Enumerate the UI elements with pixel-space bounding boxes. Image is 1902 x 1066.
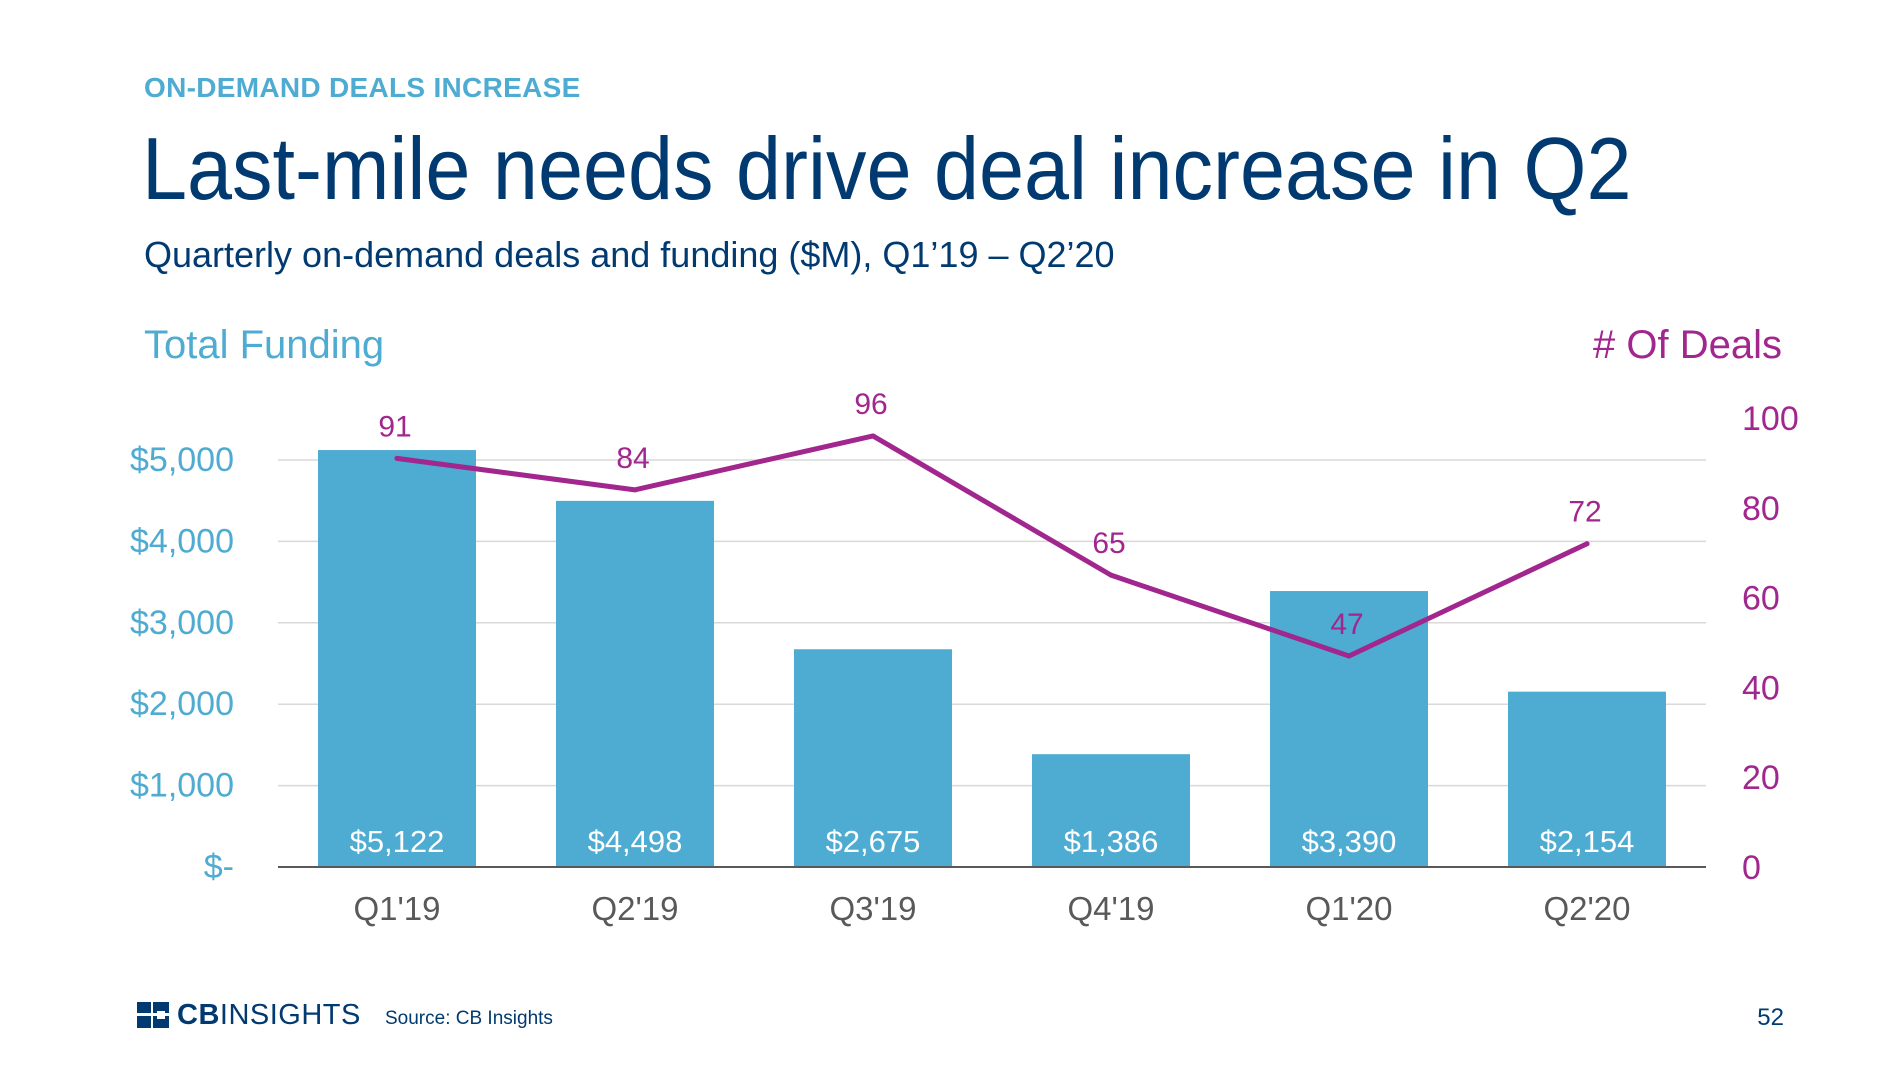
funding-bar xyxy=(794,649,952,867)
category-tick-label: Q2'19 xyxy=(591,890,678,927)
category-tick-label: Q2'20 xyxy=(1543,890,1630,927)
page-subtitle: Quarterly on-demand deals and funding ($… xyxy=(144,234,1115,275)
left-tick-label: $4,000 xyxy=(130,522,234,560)
deals-point xyxy=(1346,653,1352,659)
category-tick-label: Q3'19 xyxy=(829,890,916,927)
deals-data-label: 47 xyxy=(1330,608,1363,641)
deals-point xyxy=(870,433,876,439)
category-tick-label: Q4'19 xyxy=(1067,890,1154,927)
funding-bar xyxy=(1508,691,1666,867)
right-tick-label: 100 xyxy=(1742,400,1799,438)
combo-chart: $- $1,000 $2,000 $3,000 $4,000 $5,000 0 20 40 60 8… xyxy=(130,388,1799,927)
category-tick-label: Q1'19 xyxy=(353,890,440,927)
funding-bar-label: $3,390 xyxy=(1302,824,1397,859)
deals-data-label: 96 xyxy=(854,388,887,421)
left-axis-title: Total Funding xyxy=(144,323,385,367)
cb-logo-icon xyxy=(137,1002,169,1028)
kicker-label: ON-DEMAND DEALS INCREASE xyxy=(144,72,581,103)
right-tick-label: 40 xyxy=(1742,669,1780,707)
deals-data-label: 84 xyxy=(616,442,649,475)
deals-point xyxy=(1108,572,1114,578)
right-tick-label: 80 xyxy=(1742,490,1780,528)
right-tick-label: 60 xyxy=(1742,580,1780,618)
page-number: 52 xyxy=(1757,1004,1784,1031)
logo-wordmark-insights: INSIGHTS xyxy=(219,998,361,1031)
left-tick-label: $3,000 xyxy=(130,604,234,642)
deals-data-label: 72 xyxy=(1568,496,1601,529)
category-tick-label: Q1'20 xyxy=(1305,890,1392,927)
source-note: Source: CB Insights xyxy=(385,1008,553,1029)
right-axis-title: # Of Deals xyxy=(1593,323,1782,367)
left-tick-label: $5,000 xyxy=(130,441,234,479)
logo-wordmark-cb: CB xyxy=(177,998,220,1031)
funding-bar xyxy=(1032,754,1190,867)
left-tick-label: $1,000 xyxy=(130,767,234,805)
left-tick-label: $- xyxy=(204,848,234,886)
deals-point xyxy=(1584,541,1590,547)
funding-bar-label: $5,122 xyxy=(350,824,445,859)
page-title: Last-mile needs drive deal increase in Q… xyxy=(142,119,1632,218)
logo-wordmark: CBINSIGHTS xyxy=(177,999,361,1032)
right-tick-label: 0 xyxy=(1742,849,1761,887)
funding-bar xyxy=(556,500,714,867)
funding-bar-label: $4,498 xyxy=(588,824,683,859)
left-tick-label: $2,000 xyxy=(130,685,234,723)
deals-data-label: 91 xyxy=(378,410,411,443)
deals-data-label: 65 xyxy=(1092,527,1125,560)
funding-bar-label: $2,675 xyxy=(826,824,921,859)
funding-bar-label: $1,386 xyxy=(1064,824,1159,859)
funding-bar-label: $2,154 xyxy=(1540,824,1635,859)
deals-point xyxy=(394,455,400,461)
funding-bar xyxy=(318,450,476,867)
deals-line xyxy=(394,433,1590,659)
cb-insights-logo: CBINSIGHTS xyxy=(137,999,361,1032)
deals-point xyxy=(632,487,638,493)
right-tick-label: 20 xyxy=(1742,759,1780,797)
